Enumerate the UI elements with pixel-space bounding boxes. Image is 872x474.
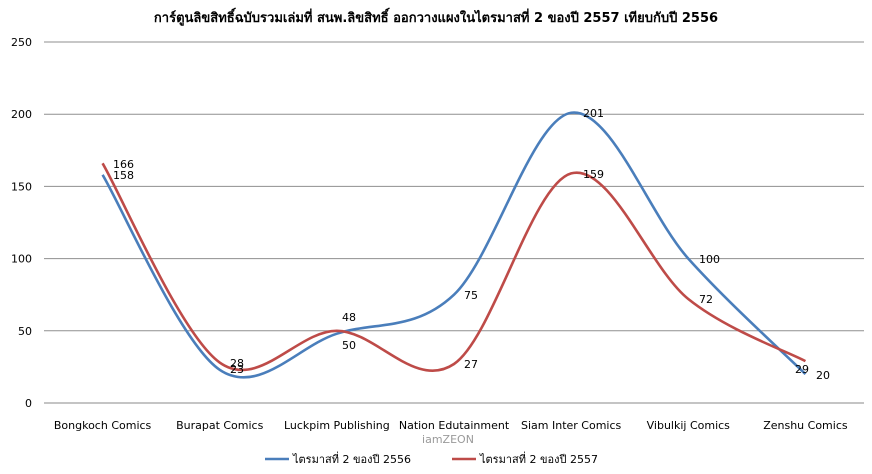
legend: ไตรมาสที่ 2 ของปี 2556 ไตรมาสที่ 2 ของปี … — [265, 451, 598, 466]
data-label: 29 — [795, 363, 809, 376]
data-label: 50 — [342, 339, 356, 352]
data-label: 28 — [230, 357, 244, 370]
x-category-label: Nation Edutainment — [399, 419, 510, 432]
y-axis-ticks: 0 50 100 150 200 250 — [11, 36, 32, 410]
legend-label: ไตรมาสที่ 2 ของปี 2556 — [292, 451, 411, 466]
series-line-2 — [101, 162, 807, 372]
data-label: 72 — [699, 293, 713, 306]
chart-title: การ์ตูนลิขสิทธิ์ฉบับรวมเล่มที่ สนพ.ลิขสิ… — [154, 7, 718, 26]
y-tick-label: 50 — [18, 325, 32, 338]
y-tick-label: 150 — [11, 180, 32, 193]
series-line-1 — [101, 111, 807, 379]
y-tick-label: 250 — [11, 36, 32, 49]
x-category-label: Siam Inter Comics — [521, 419, 622, 432]
x-category-label: Burapat Comics — [176, 419, 264, 432]
y-tick-label: 200 — [11, 108, 32, 121]
data-label: 23 — [230, 363, 244, 376]
data-label: 158 — [113, 169, 134, 182]
x-axis-categories: Bongkoch Comics Burapat Comics Luckpim Pub… — [54, 419, 848, 432]
legend-label: ไตรมาสที่ 2 ของปี 2557 — [479, 451, 598, 466]
data-label: 159 — [583, 168, 604, 181]
gridlines — [44, 41, 864, 404]
data-label: 48 — [342, 311, 356, 324]
series-lines — [101, 111, 807, 379]
x-category-label: Bongkoch Comics — [54, 419, 152, 432]
data-label: 100 — [699, 253, 720, 266]
data-label: 166 — [113, 158, 134, 171]
watermark: iamZEON — [422, 433, 474, 446]
y-tick-label: 0 — [25, 397, 32, 410]
data-label: 201 — [583, 107, 604, 120]
x-category-label: Vibulkij Comics — [647, 419, 731, 432]
x-category-label: Luckpim Publishing — [284, 419, 390, 432]
data-labels: 158 23 48 75 201 100 20 166 28 50 27 159 72 29 — [113, 107, 830, 382]
data-label: 20 — [816, 369, 830, 382]
y-tick-label: 100 — [11, 253, 32, 266]
data-label: 27 — [464, 358, 478, 371]
x-category-label: Zenshu Comics — [763, 419, 848, 432]
data-label: 75 — [464, 289, 478, 302]
